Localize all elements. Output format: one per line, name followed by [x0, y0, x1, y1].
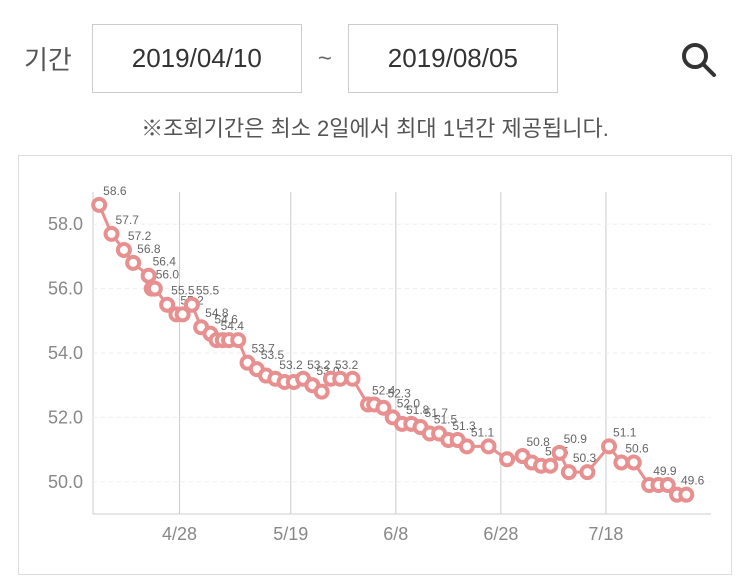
- svg-text:7/18: 7/18: [588, 524, 623, 544]
- svg-text:58.0: 58.0: [48, 214, 83, 234]
- svg-text:50.9: 50.9: [564, 432, 588, 446]
- svg-text:51.1: 51.1: [471, 425, 495, 439]
- svg-text:56.0: 56.0: [48, 279, 83, 299]
- svg-text:5/19: 5/19: [273, 524, 308, 544]
- svg-text:58.6: 58.6: [103, 184, 127, 198]
- date-controls: 기간 2019/04/10 ~ 2019/08/05: [0, 0, 750, 103]
- svg-text:52.0: 52.0: [48, 407, 83, 427]
- period-note: ※조회기간은 최소 2일에서 최대 1년간 제공됩니다.: [0, 103, 750, 155]
- date-from-input[interactable]: 2019/04/10: [92, 24, 302, 93]
- search-button[interactable]: [678, 39, 718, 79]
- svg-text:4/28: 4/28: [162, 524, 197, 544]
- svg-text:51.1: 51.1: [613, 425, 637, 439]
- svg-text:53.2: 53.2: [279, 358, 303, 372]
- svg-text:6/8: 6/8: [383, 524, 408, 544]
- svg-text:55.5: 55.5: [196, 284, 220, 298]
- date-to-input[interactable]: 2019/08/05: [348, 24, 558, 93]
- svg-text:57.7: 57.7: [116, 213, 140, 227]
- svg-text:50.6: 50.6: [625, 441, 649, 455]
- svg-text:54.4: 54.4: [221, 319, 245, 333]
- svg-text:50.0: 50.0: [48, 472, 83, 492]
- period-label: 기간: [24, 40, 72, 77]
- svg-text:50.3: 50.3: [573, 451, 597, 465]
- svg-text:53.2: 53.2: [335, 358, 359, 372]
- svg-text:56.0: 56.0: [156, 268, 180, 282]
- svg-text:54.0: 54.0: [48, 343, 83, 363]
- tilde-separator: ~: [314, 45, 336, 73]
- svg-text:49.6: 49.6: [681, 474, 705, 488]
- svg-text:49.9: 49.9: [653, 464, 677, 478]
- weight-chart: 50.0 52.0 54.0 56.0 58.0 4/28 5/19 6/8 6/28 7/18 5…: [31, 176, 721, 556]
- chart-container: 50.0 52.0 54.0 56.0 58.0 4/28 5/19 6/8 6/28 7/18 5…: [18, 155, 732, 575]
- search-icon: [678, 39, 718, 79]
- svg-text:6/28: 6/28: [483, 524, 518, 544]
